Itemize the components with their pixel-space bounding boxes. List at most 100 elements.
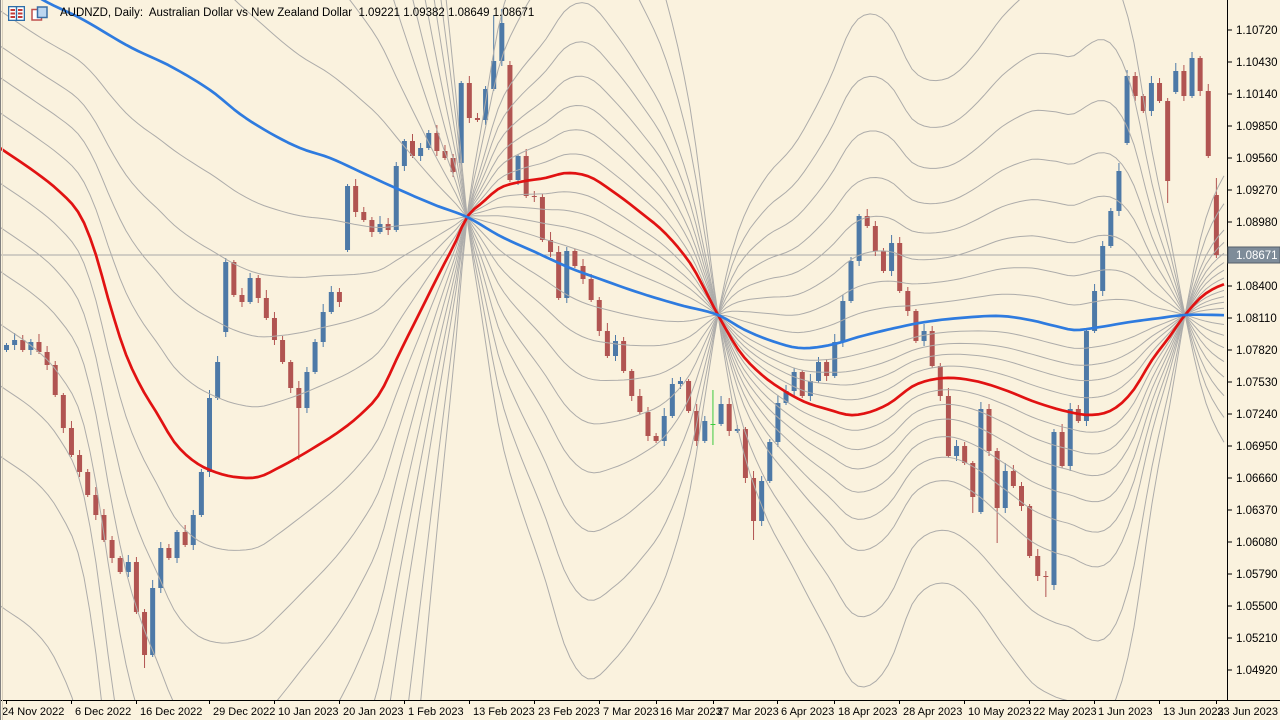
candle-body <box>401 141 407 166</box>
candle-body <box>637 396 643 412</box>
chart-windows-icon[interactable] <box>31 5 48 21</box>
candle-body <box>515 156 521 180</box>
ma-fan-line <box>0 75 1225 700</box>
candle-body <box>255 278 261 298</box>
candle-body <box>1067 409 1073 466</box>
candle-body <box>564 251 570 298</box>
candle-body <box>223 262 229 332</box>
candle-body <box>783 391 789 403</box>
candle-body <box>864 216 870 226</box>
candle-body <box>507 65 513 180</box>
candle-body <box>1116 171 1122 211</box>
time-tick-label: 22 May 2023 <box>1033 706 1097 718</box>
candle-body <box>182 532 188 545</box>
time-tick-label: 13 Jun 2023 <box>1163 706 1224 718</box>
candle-body <box>117 558 123 572</box>
ma-fan-line <box>424 0 1225 474</box>
chart-title: AUDNZD, Daily: Australian Dollar vs New … <box>60 7 535 19</box>
candle-body <box>816 362 821 381</box>
candle-body <box>215 362 221 398</box>
candle-body <box>101 515 107 540</box>
candle-body <box>929 331 935 366</box>
candle-body <box>945 396 951 456</box>
candle-body <box>20 340 26 350</box>
candle-body <box>596 300 602 331</box>
candle-body <box>36 342 42 352</box>
candle-body <box>726 404 732 431</box>
price-tick-label: 1.05790 <box>1236 569 1278 581</box>
time-axis[interactable]: 24 Nov 2022 6 Dec 2022 16 Dec 2022 29 Dec 2… <box>2 700 1278 718</box>
time-tick-label: 1 Jun 2023 <box>1098 706 1152 718</box>
price-tick-label: 1.09850 <box>1236 121 1278 133</box>
time-tick-label: 6 Dec 2022 <box>75 706 131 718</box>
candle-body <box>856 216 862 261</box>
candle-body <box>271 318 277 340</box>
candle-body <box>207 398 212 472</box>
candle-body <box>954 446 960 456</box>
candle-body <box>661 416 667 441</box>
candle-body <box>312 342 318 372</box>
current-price-box-bg <box>1227 246 1280 264</box>
ma-fan-line <box>0 104 1225 700</box>
candle-body <box>410 141 415 156</box>
candle-body <box>44 352 50 365</box>
candle-body <box>150 588 156 655</box>
candle-body <box>231 262 237 295</box>
candle-body <box>913 311 919 341</box>
time-tick-label: 23 Jun 2023 <box>1217 706 1278 718</box>
candle-body <box>393 166 399 230</box>
candle-body <box>263 298 269 318</box>
candle-body <box>1051 432 1057 585</box>
candle-body <box>1059 432 1065 466</box>
candle-body <box>710 424 716 425</box>
candle-body <box>426 133 432 148</box>
candle-body <box>125 562 131 572</box>
price-tick-label: 1.07240 <box>1236 409 1278 421</box>
candle-body <box>1165 101 1171 181</box>
candle-body <box>52 365 58 395</box>
price-tick-label: 1.09270 <box>1236 185 1278 197</box>
ma-fan-line <box>440 0 1225 601</box>
candle-body <box>328 292 334 312</box>
ma-fan-line <box>0 10 1225 361</box>
time-tick-label: 29 Dec 2022 <box>213 706 275 718</box>
ma-fan-line <box>349 0 1225 347</box>
candle-body <box>93 495 99 515</box>
candle-body <box>353 186 359 212</box>
candle-body <box>556 252 562 298</box>
time-tick-label: 16 Dec 2022 <box>140 706 202 718</box>
quotes-grid-icon[interactable] <box>8 5 25 21</box>
candle-body <box>499 23 505 61</box>
candle-body <box>1181 71 1187 96</box>
candle-body <box>12 340 18 345</box>
ma-fan-line <box>0 112 1225 408</box>
price-tick-label: 1.08980 <box>1236 217 1278 229</box>
candle-body <box>897 243 903 291</box>
candle-body <box>767 442 773 481</box>
candle-body <box>1083 331 1089 421</box>
candle-body <box>621 341 627 371</box>
price-tick-label: 1.10140 <box>1236 89 1278 101</box>
plot-area <box>0 0 1227 700</box>
candle-body <box>669 384 675 416</box>
candle-body <box>280 340 286 362</box>
candle-body <box>239 295 245 302</box>
time-tick-label: 16 Mar 2023 <box>660 706 722 718</box>
candle-body <box>1124 76 1130 143</box>
candle-body <box>474 118 480 120</box>
candle-body <box>1148 83 1154 111</box>
candle-body <box>458 83 464 163</box>
ma-fan-line <box>433 0 1225 533</box>
candle-body <box>166 548 172 558</box>
price-axis[interactable]: 1.10720 1.10430 1.10140 1.09850 1.09560 1.092… <box>1227 25 1278 677</box>
candle-body <box>491 61 497 89</box>
current-price-label: 1.08671 <box>1236 250 1278 262</box>
candle-body <box>994 451 1000 508</box>
window-left-edge-highlight <box>2 0 3 720</box>
price-tick-label: 1.07820 <box>1236 345 1278 357</box>
candle-body <box>629 371 635 396</box>
candle-body <box>1213 195 1219 255</box>
